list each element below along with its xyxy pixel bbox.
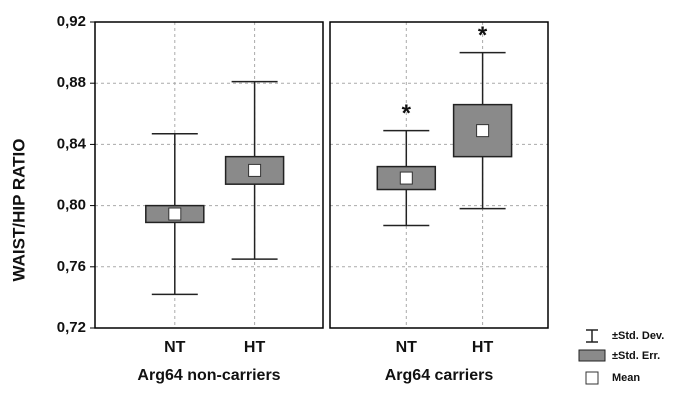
- panel-title: Arg64 carriers: [385, 367, 494, 384]
- significance-marker: *: [402, 100, 412, 127]
- x-tick-label: NT: [164, 339, 186, 356]
- panel-title: Arg64 non-carriers: [137, 367, 280, 384]
- panel-frame: [329, 21, 549, 329]
- y-tick-label: 0,72: [57, 319, 86, 336]
- x-tick-label: NT: [396, 339, 418, 356]
- legend-label: ±Std. Dev.: [612, 330, 664, 342]
- y-tick-label: 0,80: [57, 197, 86, 214]
- legend-label: Mean: [612, 372, 640, 384]
- mean-marker: [168, 207, 182, 221]
- x-tick-label: HT: [472, 339, 494, 356]
- panel-frame: [94, 21, 324, 329]
- mean-marker: [476, 124, 490, 138]
- y-tick-label: 0,88: [57, 74, 86, 91]
- legend-mean-icon: [585, 371, 599, 385]
- panel-background: [330, 22, 548, 328]
- legend-label: ±Std. Err.: [612, 350, 660, 362]
- y-tick-label: 0,84: [57, 135, 87, 152]
- y-tick-label: 0,76: [57, 258, 86, 275]
- x-tick-label: HT: [244, 339, 266, 356]
- legend-se-icon: [578, 349, 606, 362]
- mean-marker: [248, 163, 262, 177]
- y-tick-label: 0,92: [57, 13, 86, 30]
- panel-background: [95, 22, 323, 328]
- mean-marker: [399, 171, 413, 185]
- y-axis-label: WAIST/HIP RATIO: [9, 139, 28, 282]
- significance-marker: *: [478, 22, 488, 49]
